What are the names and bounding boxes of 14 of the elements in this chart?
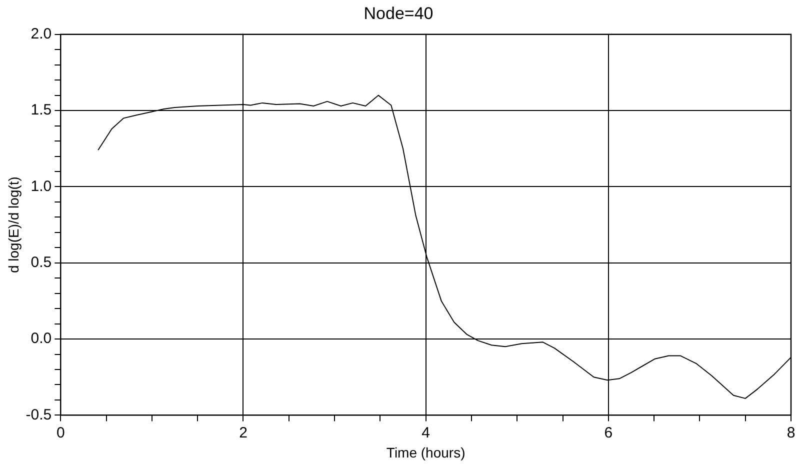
x-axis-title: Time (hours) [386,444,466,460]
y-axis-title: d log(E)/d log(t) [5,176,22,274]
y-tick-label: 1.5 [30,102,52,119]
chart-title: Node=40 [364,4,434,23]
y-tick-label: -0.5 [26,406,52,424]
x-tick-label: 0 [56,424,65,442]
y-tick-label: 2.0 [30,26,52,43]
x-tick-label: 4 [422,424,430,442]
y-tick-label: 1.0 [30,178,52,195]
x-tick-label: 6 [604,424,613,442]
y-tick-label: 0.5 [30,254,52,272]
x-tick-label: 2 [239,424,248,442]
x-tick-label: 8 [786,424,796,442]
y-tick-label: 0.0 [30,330,52,348]
